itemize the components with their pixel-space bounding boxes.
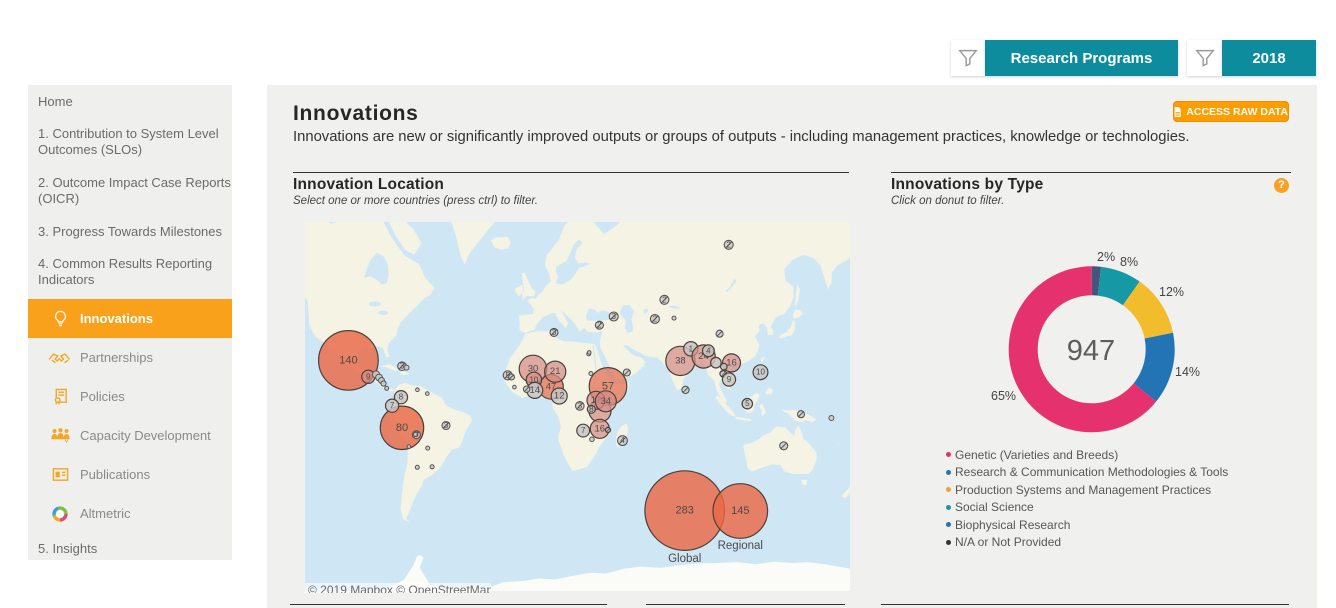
svg-text:2: 2 (653, 315, 658, 324)
svg-text:8: 8 (399, 393, 404, 402)
svg-text:21: 21 (550, 366, 561, 377)
svg-text:5: 5 (745, 399, 750, 408)
svg-text:38: 38 (675, 355, 686, 366)
svg-text:2: 2 (721, 369, 726, 378)
svg-text:8: 8 (589, 405, 594, 414)
svg-text:1: 1 (689, 344, 694, 353)
svg-text:3: 3 (400, 362, 405, 371)
svg-text:47: 47 (546, 381, 557, 392)
svg-text:16: 16 (726, 357, 737, 368)
svg-text:140: 140 (339, 354, 357, 366)
svg-text:10: 10 (756, 368, 765, 377)
svg-text:3: 3 (552, 328, 557, 337)
svg-text:3: 3 (444, 421, 449, 430)
svg-text:Regional: Regional (718, 540, 763, 552)
svg-text:24: 24 (698, 351, 709, 362)
svg-text:Global: Global (668, 553, 701, 565)
svg-text:4: 4 (620, 436, 625, 445)
svg-text:2: 2 (606, 426, 611, 435)
svg-text:16: 16 (595, 423, 606, 434)
svg-text:7: 7 (390, 401, 395, 410)
svg-text:9: 9 (366, 372, 371, 381)
svg-text:12: 12 (554, 391, 565, 402)
svg-text:2: 2 (726, 240, 731, 249)
svg-text:2: 2 (662, 295, 667, 304)
svg-text:4: 4 (706, 346, 711, 355)
svg-text:3: 3 (611, 312, 616, 321)
svg-text:9: 9 (727, 375, 732, 384)
svg-text:14: 14 (530, 385, 541, 396)
svg-text:2: 2 (597, 321, 602, 330)
svg-text:3: 3 (578, 401, 583, 410)
svg-text:30: 30 (528, 364, 539, 375)
svg-text:283: 283 (676, 505, 694, 517)
svg-text:7: 7 (581, 426, 586, 435)
svg-text:10: 10 (529, 375, 538, 384)
svg-text:145: 145 (731, 505, 749, 517)
svg-text:34: 34 (601, 396, 612, 407)
svg-text:5: 5 (505, 371, 510, 380)
svg-text:80: 80 (396, 422, 408, 434)
svg-text:57: 57 (602, 380, 614, 392)
